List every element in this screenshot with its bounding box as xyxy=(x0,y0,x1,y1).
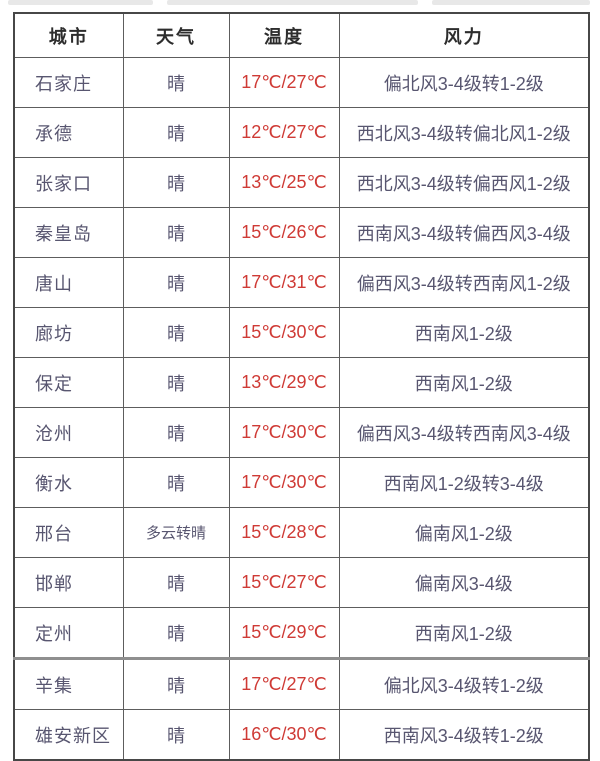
weather-cell: 晴 xyxy=(122,207,230,258)
wind-cell: 西北风3-4级转偏北风1-2级 xyxy=(338,107,590,158)
table-header-row: 城市 天气 温度 风力 xyxy=(13,12,590,58)
top-edge-artifact xyxy=(8,0,153,5)
temperature-cell: 17℃/27℃ xyxy=(228,57,340,108)
top-edge-artifact xyxy=(432,0,590,5)
weather-cell: 晴 xyxy=(122,157,230,208)
weather-cell: 晴 xyxy=(122,357,230,408)
city-cell: 保定 xyxy=(13,357,124,408)
weather-cell: 晴 xyxy=(122,57,230,108)
wind-cell: 偏西风3-4级转西南风1-2级 xyxy=(338,257,590,308)
city-cell: 衡水 xyxy=(13,457,124,508)
table-row: 石家庄 晴 17℃/27℃ 偏北风3-4级转1-2级 xyxy=(13,57,590,108)
table-row: 定州 晴 15℃/29℃ 西南风1-2级 xyxy=(13,607,590,659)
city-cell: 唐山 xyxy=(13,257,124,308)
wind-cell: 西南风1-2级转3-4级 xyxy=(338,457,590,508)
city-cell: 承德 xyxy=(13,107,124,158)
temperature-cell: 17℃/30℃ xyxy=(228,457,340,508)
temperature-cell: 15℃/27℃ xyxy=(228,557,340,608)
weather-forecast-table: 城市 天气 温度 风力 石家庄 晴 17℃/27℃ 偏北风3-4级转1-2级 承… xyxy=(13,12,590,761)
wind-cell: 西南风1-2级 xyxy=(338,607,590,659)
table-row: 辛集 晴 17℃/27℃ 偏北风3-4级转1-2级 xyxy=(13,657,590,710)
top-edge-artifact xyxy=(167,0,418,5)
weather-cell: 晴 xyxy=(122,709,230,761)
wind-cell: 西南风3-4级转1-2级 xyxy=(338,709,590,761)
temperature-cell: 17℃/31℃ xyxy=(228,257,340,308)
wind-cell: 偏西风3-4级转西南风3-4级 xyxy=(338,407,590,458)
temperature-cell: 12℃/27℃ xyxy=(228,107,340,158)
temperature-cell: 17℃/30℃ xyxy=(228,407,340,458)
weather-cell: 晴 xyxy=(122,407,230,458)
temperature-cell: 17℃/27℃ xyxy=(228,657,340,710)
wind-cell: 西北风3-4级转偏西风1-2级 xyxy=(338,157,590,208)
wind-cell: 偏南风3-4级 xyxy=(338,557,590,608)
weather-cell: 晴 xyxy=(122,107,230,158)
city-cell: 秦皇岛 xyxy=(13,207,124,258)
city-cell: 张家口 xyxy=(13,157,124,208)
wind-cell: 偏北风3-4级转1-2级 xyxy=(338,57,590,108)
city-cell: 定州 xyxy=(13,607,124,659)
table-row: 唐山 晴 17℃/31℃ 偏西风3-4级转西南风1-2级 xyxy=(13,257,590,308)
header-weather: 天气 xyxy=(122,12,230,58)
table-row: 邯郸 晴 15℃/27℃ 偏南风3-4级 xyxy=(13,557,590,608)
table-row: 承德 晴 12℃/27℃ 西北风3-4级转偏北风1-2级 xyxy=(13,107,590,158)
temperature-cell: 13℃/25℃ xyxy=(228,157,340,208)
wind-cell: 西南风3-4级转偏西风3-4级 xyxy=(338,207,590,258)
weather-cell: 晴 xyxy=(122,457,230,508)
weather-cell: 晴 xyxy=(122,257,230,308)
city-cell: 雄安新区 xyxy=(13,709,124,761)
temperature-cell: 15℃/26℃ xyxy=(228,207,340,258)
table-row: 秦皇岛 晴 15℃/26℃ 西南风3-4级转偏西风3-4级 xyxy=(13,207,590,258)
weather-cell: 晴 xyxy=(122,657,230,710)
city-cell: 廊坊 xyxy=(13,307,124,358)
weather-cell: 多云转晴 xyxy=(122,507,230,558)
table-row: 沧州 晴 17℃/30℃ 偏西风3-4级转西南风3-4级 xyxy=(13,407,590,458)
wind-cell: 西南风1-2级 xyxy=(338,307,590,358)
table-row: 邢台 多云转晴 15℃/28℃ 偏南风1-2级 xyxy=(13,507,590,558)
wind-cell: 偏南风1-2级 xyxy=(338,507,590,558)
weather-cell: 晴 xyxy=(122,607,230,659)
table-row: 廊坊 晴 15℃/30℃ 西南风1-2级 xyxy=(13,307,590,358)
table-row: 雄安新区 晴 16℃/30℃ 西南风3-4级转1-2级 xyxy=(13,709,590,761)
wind-cell: 西南风1-2级 xyxy=(338,357,590,408)
temperature-cell: 15℃/30℃ xyxy=(228,307,340,358)
city-cell: 邢台 xyxy=(13,507,124,558)
weather-cell: 晴 xyxy=(122,307,230,358)
header-temperature: 温度 xyxy=(228,12,340,58)
city-cell: 沧州 xyxy=(13,407,124,458)
table-row: 张家口 晴 13℃/25℃ 西北风3-4级转偏西风1-2级 xyxy=(13,157,590,208)
table-row: 保定 晴 13℃/29℃ 西南风1-2级 xyxy=(13,357,590,408)
header-wind: 风力 xyxy=(338,12,590,58)
header-city: 城市 xyxy=(13,12,124,58)
temperature-cell: 13℃/29℃ xyxy=(228,357,340,408)
city-cell: 石家庄 xyxy=(13,57,124,108)
wind-cell: 偏北风3-4级转1-2级 xyxy=(338,657,590,710)
temperature-cell: 15℃/28℃ xyxy=(228,507,340,558)
city-cell: 邯郸 xyxy=(13,557,124,608)
weather-cell: 晴 xyxy=(122,557,230,608)
temperature-cell: 16℃/30℃ xyxy=(228,709,340,761)
city-cell: 辛集 xyxy=(13,657,124,710)
table-row: 衡水 晴 17℃/30℃ 西南风1-2级转3-4级 xyxy=(13,457,590,508)
temperature-cell: 15℃/29℃ xyxy=(228,607,340,659)
